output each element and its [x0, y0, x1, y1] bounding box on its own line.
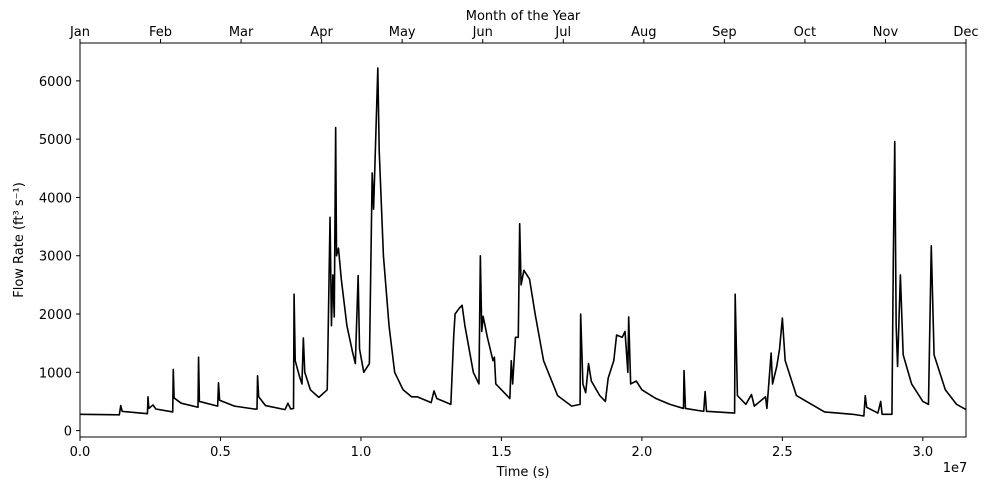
x-tick-label: 1.5 — [491, 445, 512, 460]
x-tick-label: 0.5 — [210, 445, 231, 460]
y-tick-label: 2000 — [39, 308, 72, 323]
x2-tick-label: Apr — [310, 25, 333, 40]
y-tick-label: 0 — [64, 425, 72, 440]
x2-tick-label: Jan — [69, 25, 90, 40]
x-tick-label: 2.5 — [772, 445, 793, 460]
x-offset-label: 1e7 — [943, 461, 968, 476]
x2-tick-label: Aug — [631, 25, 656, 40]
y-axis-label: Flow Rate (ft³ s⁻¹) — [12, 182, 27, 298]
flow-line — [79, 67, 967, 417]
x2-tick-label: May — [389, 25, 416, 40]
x-tick-label: 0.0 — [70, 445, 91, 460]
plot-frame — [79, 42, 967, 438]
x2-tick-label: Mar — [229, 25, 254, 40]
x-tick-label: 1.0 — [351, 445, 372, 460]
x2-tick-label: Sep — [712, 25, 737, 40]
y-tick-label: 3000 — [39, 250, 72, 265]
x-axis-label: Time (s) — [496, 465, 550, 480]
x2-tick-label: Oct — [794, 25, 816, 40]
x-tick-label: 2.0 — [632, 445, 653, 460]
x2-axis-label: Month of the Year — [466, 9, 581, 24]
y-tick-label: 6000 — [39, 75, 72, 90]
x2-tick-label: Dec — [953, 25, 978, 40]
x2-tick-label: Jun — [472, 25, 493, 40]
y-tick-label: 5000 — [39, 133, 72, 148]
x2-tick-label: Feb — [149, 25, 172, 40]
y-tick-label: 4000 — [39, 191, 72, 206]
x2-tick-label: Jul — [554, 25, 571, 40]
y-tick-label: 1000 — [39, 366, 72, 381]
x-tick-label: 3.0 — [913, 445, 934, 460]
x2-tick-label: Nov — [873, 25, 899, 40]
